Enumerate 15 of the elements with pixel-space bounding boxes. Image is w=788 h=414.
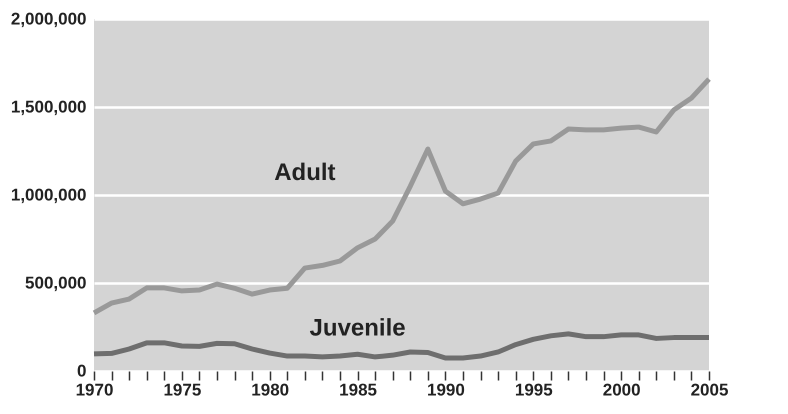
- x-tick-label: 1995: [514, 380, 553, 400]
- x-tick-label: 1970: [76, 380, 114, 400]
- y-tick-label: 500,000: [25, 274, 86, 292]
- x-tick-label: 1985: [339, 380, 377, 400]
- x-tick-label: 1990: [427, 380, 465, 400]
- y-tick-label: 2,000,000: [10, 10, 86, 28]
- x-tick-label: 1975: [163, 380, 202, 400]
- x-tick-label: 2005: [690, 380, 728, 400]
- y-tick-label: 1,000,000: [10, 186, 86, 204]
- x-tick-label: 2000: [602, 380, 641, 400]
- y-tick-label: 0: [77, 362, 86, 380]
- y-tick-label: 1,500,000: [10, 98, 86, 116]
- text: Adult: [274, 159, 336, 186]
- x-tick-label: 1980: [251, 380, 290, 400]
- series-label: Juvenile: [310, 314, 406, 342]
